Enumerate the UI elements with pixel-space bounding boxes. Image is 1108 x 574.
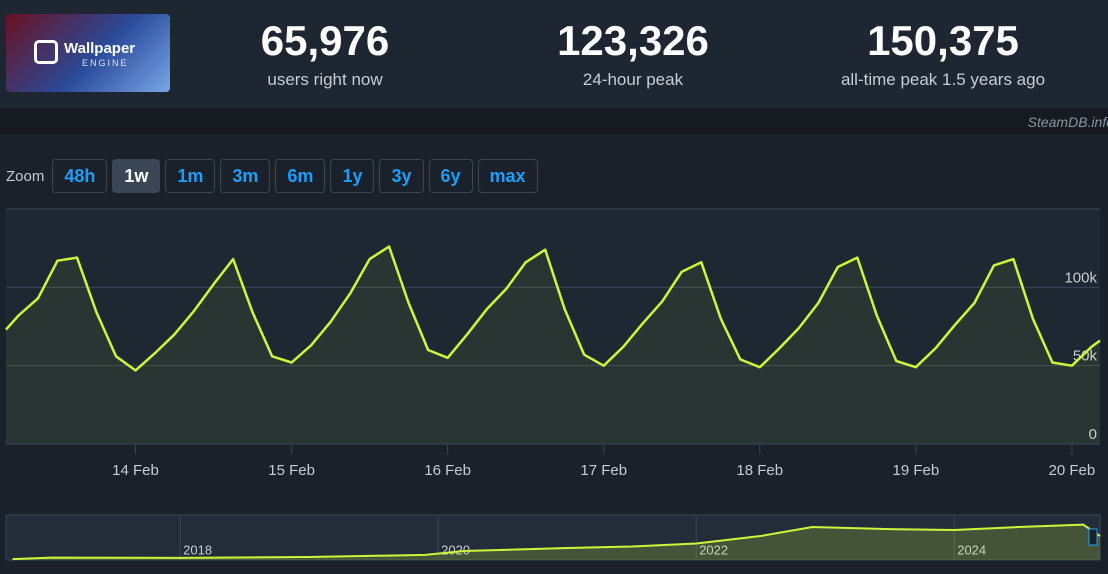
logo-text: Wallpaper [64, 40, 136, 57]
zoom-button[interactable]: max [477, 159, 538, 193]
stat-value: 65,976 [260, 17, 390, 64]
navigator-background [5, 514, 1101, 561]
zoom-button[interactable]: 6y [428, 159, 473, 193]
zoom-button[interactable]: 1m [165, 159, 216, 193]
x-tick-label: 16 Feb [424, 462, 471, 479]
stat-value: 123,326 [557, 17, 709, 64]
header: Wallpaper ENGINE 65,976 users right now … [0, 0, 1108, 108]
x-tick-label: 17 Feb [580, 462, 627, 479]
area-fill [12, 524, 1101, 560]
zoom-bar: Zoom 48h 1w 1m 3m 6m 1y 3y 6y max [6, 159, 538, 193]
x-tick-label: 2022 [699, 542, 728, 557]
zoom-label: Zoom [6, 167, 45, 185]
line [5, 245, 1101, 372]
x-tick-label: 2024 [957, 542, 986, 557]
y-tick-label: 100k [1064, 269, 1097, 286]
zoom-button[interactable]: 6m [275, 159, 326, 193]
x-tick-label: 20 Feb [1049, 462, 1096, 479]
area-fill [6, 246, 1100, 444]
line [12, 523, 1101, 561]
x-tick-label: 18 Feb [736, 462, 783, 479]
logo-icon [34, 40, 58, 64]
stat-label: users right now [267, 70, 383, 89]
x-tick-label: 15 Feb [268, 462, 315, 479]
stat: 150,375 all-time peak 1.5 years ago [793, 16, 1093, 90]
x-tick-label: 14 Feb [112, 462, 159, 479]
zoom-button[interactable]: 3y [379, 159, 424, 193]
zoom-button[interactable]: 3m [220, 159, 271, 193]
zoom-button[interactable]: 1y [330, 159, 375, 193]
navigator-handle [1088, 528, 1098, 546]
stat: 123,326 24-hour peak [483, 16, 783, 90]
stat-label: all-time peak 1.5 years ago [840, 70, 1046, 89]
plot-background [6, 209, 1100, 444]
stat-value: 150,375 [867, 17, 1019, 64]
x-tick-label: 19 Feb [892, 462, 939, 479]
stat-label: 24-hour peak [582, 70, 684, 89]
x-tick-label: 2020 [441, 542, 470, 557]
zoom-button[interactable]: 48h [52, 159, 108, 193]
logo-text: ENGINE [82, 58, 129, 68]
zoom-button[interactable]: 1w [112, 159, 161, 193]
stat: 65,976 users right now [175, 16, 475, 90]
strip: SteamDB.info [0, 108, 1108, 134]
x-tick-label: 2018 [183, 542, 212, 557]
y-tick-label: 0 [1089, 426, 1097, 443]
app-logo: Wallpaper ENGINE [6, 14, 170, 92]
watermark: SteamDB.info [1027, 114, 1108, 130]
